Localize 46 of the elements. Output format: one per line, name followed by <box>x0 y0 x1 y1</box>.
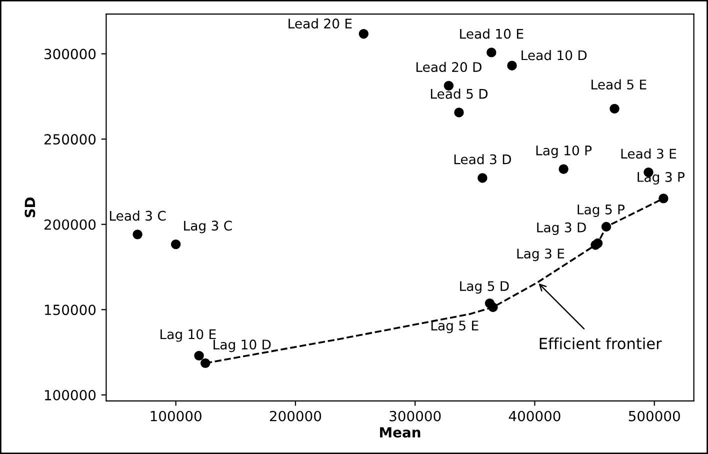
annotation: Lag 10 E <box>160 329 216 342</box>
y-tick-label: 200000 <box>44 219 96 230</box>
annotation: Lead 3 E <box>621 148 676 159</box>
x-tick-label: 200000 <box>270 410 322 422</box>
x-tick-label: 300000 <box>390 410 441 422</box>
annotation: Lag 10 P <box>536 145 592 158</box>
x-axis-title: Mean <box>380 427 420 438</box>
point <box>170 239 181 250</box>
annotation: Lag 3 E <box>517 248 564 262</box>
annotation: Lag 3 C <box>184 220 232 234</box>
annotation: Lead 10 D <box>522 50 587 60</box>
point <box>200 358 210 368</box>
annotation: Lead 5 E <box>592 79 646 90</box>
point <box>358 28 369 39</box>
annotation: Lead 3 C <box>110 210 166 221</box>
x-tick-label: 100000 <box>150 410 202 422</box>
annotation: Lead 20 D <box>416 62 482 72</box>
point <box>558 164 568 174</box>
point <box>610 104 620 114</box>
y-tick-label: 300000 <box>44 48 96 60</box>
x-tick-label: 400000 <box>508 410 560 422</box>
point <box>601 222 612 232</box>
y-tick-label: 100000 <box>44 390 96 400</box>
point <box>507 60 517 70</box>
annotation: Lag 5 D <box>460 281 509 294</box>
x-tick-label: 500000 <box>628 410 680 422</box>
point <box>454 108 464 118</box>
y-tick-label: 250000 <box>44 134 96 145</box>
point <box>478 173 488 183</box>
annotation: Lag 5 E <box>431 320 478 334</box>
point <box>590 240 600 250</box>
y-tick-label: 150000 <box>44 304 96 316</box>
annotation: Lag 10 D <box>214 340 271 352</box>
annotation: Lead 3 D <box>454 154 511 164</box>
point <box>132 230 142 240</box>
annotation: Lead 20 E <box>288 18 352 29</box>
point <box>658 194 668 204</box>
annotation: Lead 10 E <box>460 28 524 39</box>
point <box>486 48 496 58</box>
y-axis-title: SD <box>24 197 36 218</box>
annotation: Lag 5 P <box>578 204 625 218</box>
point <box>194 350 204 361</box>
point <box>488 302 498 312</box>
annotation: Lag 3 D <box>537 222 586 235</box>
annotation: Efficient frontier <box>540 337 662 350</box>
annotation: Lead 5 D <box>430 88 488 99</box>
